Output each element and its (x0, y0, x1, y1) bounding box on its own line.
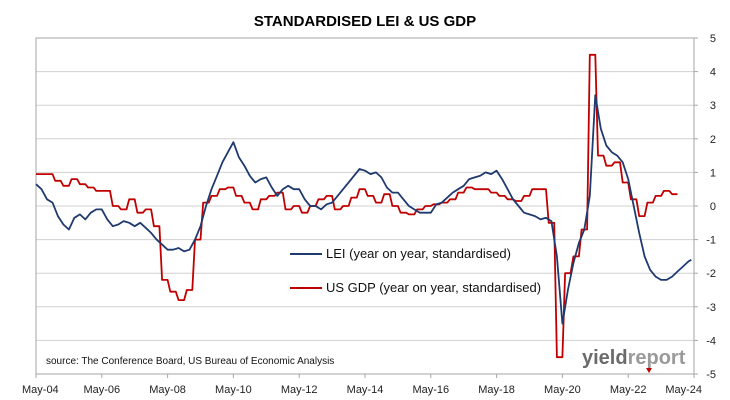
x-tick-label: May-06 (83, 384, 120, 396)
legend-label-gdp: US GDP (year on year, standardised) (326, 280, 541, 295)
legend: LEI (year on year, standardised) US GDP … (290, 246, 541, 295)
svg-text:yieldreport: yieldreport (582, 347, 686, 369)
x-tick-label: May-18 (478, 384, 515, 396)
chart-title: STANDARDISED LEI & US GDP (254, 13, 476, 30)
x-tick-label: May-22 (610, 384, 647, 396)
x-tick-label: May-12 (281, 384, 318, 396)
x-tick-label: May-24 (665, 384, 702, 396)
x-tick-label: May-04 (22, 384, 59, 396)
series-line-lei (35, 94, 692, 325)
x-tick-label: May-10 (215, 384, 252, 396)
x-axis: May-04 May-06 May-08 May-10 May-12 May-14 May-… (22, 374, 702, 396)
y-tick-label: 1 (710, 167, 716, 179)
logo-yield: yield (582, 347, 628, 369)
logo-accent-mark (646, 368, 652, 373)
y-axis: 5 4 3 2 1 0 -1 -2 -3 -4 -5 (694, 33, 716, 381)
gridlines (36, 71, 694, 341)
y-tick-label: -3 (706, 302, 716, 314)
series-line-us-gdp (36, 53, 678, 359)
logo-report: report (628, 347, 686, 369)
x-tick-label: May-14 (347, 384, 384, 396)
yieldreport-logo: yieldreport (582, 347, 686, 373)
series-lines (35, 53, 692, 359)
legend-label-lei: LEI (year on year, standardised) (326, 246, 511, 261)
y-tick-label: -2 (706, 268, 716, 280)
x-tick-label: May-20 (544, 384, 581, 396)
y-tick-label: -1 (706, 235, 716, 247)
source-note: source: The Conference Board, US Bureau … (46, 356, 334, 367)
y-tick-label: -4 (706, 335, 716, 347)
x-tick-label: May-16 (412, 384, 449, 396)
y-tick-label: 5 (710, 33, 716, 45)
x-tick-label: May-08 (149, 384, 186, 396)
y-tick-label: 0 (710, 201, 716, 213)
y-tick-label: 4 (710, 67, 716, 79)
y-tick-label: -5 (706, 369, 716, 381)
y-tick-label: 2 (710, 134, 716, 146)
y-tick-label: 3 (710, 100, 716, 112)
